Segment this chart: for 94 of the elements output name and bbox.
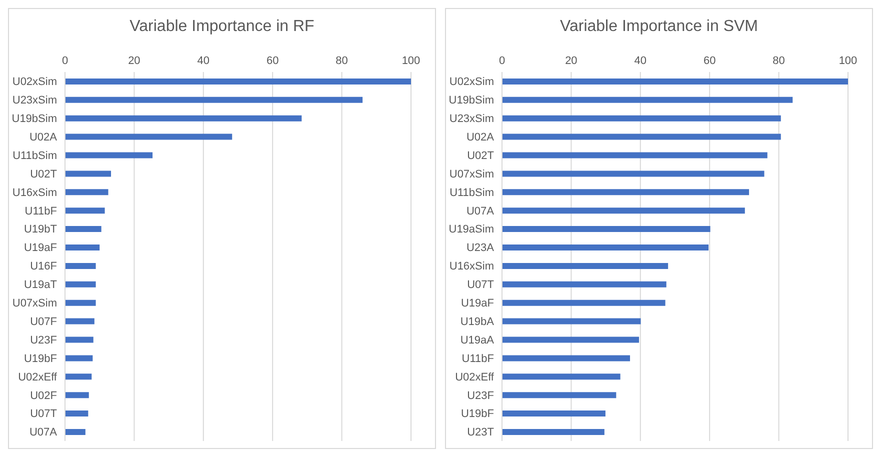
bar (502, 300, 666, 306)
bar (65, 170, 112, 177)
x-tick-label: 0 (498, 55, 506, 67)
bar (502, 78, 848, 84)
bar (502, 244, 709, 251)
bar (502, 318, 641, 324)
bar (65, 318, 94, 324)
y-tick-label: U07F (30, 316, 58, 328)
x-tick-label: 100 (838, 55, 858, 67)
y-tick-label: U02xEff (455, 371, 495, 384)
y-tick-label: U02T (30, 168, 58, 180)
y-tick-label: U19bA (460, 316, 495, 328)
x-tick-label: 100 (402, 55, 420, 67)
y-tick-label: U23F (467, 390, 494, 402)
x-tick-label: 60 (266, 55, 279, 67)
bar (502, 410, 606, 417)
bar (65, 374, 92, 380)
bar (65, 152, 153, 158)
y-tick-label: U19bT (24, 224, 58, 236)
y-tick-label: U23T (467, 426, 494, 439)
y-tick-label: U19aF (24, 242, 58, 254)
bar (502, 392, 616, 398)
y-tick-label: U23A (466, 242, 495, 254)
y-tick-label: U11bF (462, 352, 494, 365)
y-tick-label: U16F (30, 260, 58, 273)
bar (65, 392, 89, 398)
bar (502, 429, 604, 436)
x-tick-label: 80 (772, 55, 785, 67)
bar (502, 374, 620, 380)
y-tick-label: U02F (30, 390, 58, 402)
y-tick-label: U19aSim (448, 224, 494, 236)
bar (65, 208, 105, 214)
bar (65, 134, 232, 140)
bar (502, 170, 764, 177)
y-tick-label: U19bF (460, 408, 494, 420)
y-tick-label: U02xEff (18, 371, 58, 384)
y-tick-label: U02xSim (12, 76, 57, 88)
y-tick-label: U19bF (24, 352, 58, 365)
y-tick-label: U02xSim (449, 76, 494, 88)
x-tick-label: 40 (634, 55, 647, 67)
y-tick-label: U07xSim (12, 298, 57, 310)
x-tick-label: 40 (197, 55, 210, 67)
y-tick-label: U23xSim (12, 94, 57, 107)
bar (502, 152, 768, 158)
bar (65, 262, 96, 269)
y-tick-label: U02A (466, 131, 495, 144)
bar (502, 208, 745, 214)
bar (502, 281, 666, 288)
x-tick-label: 20 (128, 55, 140, 67)
y-tick-label: U02T (467, 150, 494, 162)
y-tick-label: U11bSim (12, 150, 57, 162)
chart-title: Variable Importance in SVM (558, 17, 759, 37)
bar (65, 226, 102, 232)
bar (65, 355, 93, 362)
y-tick-label: U02A (29, 131, 58, 144)
y-tick-label: U23xSim (449, 113, 494, 126)
bar (502, 115, 781, 122)
y-tick-label: U16xSim (449, 260, 494, 273)
y-tick-label: U11bSim (450, 186, 494, 199)
x-tick-label: 60 (703, 55, 716, 67)
bar (502, 355, 630, 362)
bar (502, 226, 710, 232)
bar (65, 410, 88, 417)
y-tick-label: U19aT (24, 279, 58, 292)
bar (65, 189, 108, 196)
x-tick-label: 80 (336, 55, 348, 67)
y-tick-label: U07T (30, 408, 58, 420)
bar (65, 78, 411, 84)
y-tick-label: U19aF (460, 298, 494, 310)
y-tick-label: U19bSim (12, 113, 57, 126)
y-tick-label: U19aA (460, 334, 495, 346)
y-tick-label: U19bSim (448, 94, 494, 107)
bar (502, 96, 793, 103)
x-tick-label: 0 (62, 55, 68, 67)
bar (502, 262, 668, 269)
bar (65, 96, 363, 103)
bar (65, 336, 94, 343)
bar (65, 281, 96, 288)
y-tick-label: U16xSim (12, 186, 57, 199)
y-tick-label: U07T (467, 279, 494, 292)
bar (502, 189, 750, 196)
bar (65, 300, 96, 306)
bar (65, 429, 86, 436)
y-tick-label: U07xSim (449, 168, 494, 180)
y-tick-label: U11bF (24, 205, 58, 218)
y-tick-label: U07A (29, 426, 58, 439)
bar (502, 336, 640, 343)
bar (65, 115, 302, 122)
chart-title: Variable Importance in RF (128, 17, 316, 37)
bar (502, 134, 781, 140)
y-tick-label: U23F (30, 334, 58, 346)
bar (65, 244, 100, 251)
x-tick-label: 20 (565, 55, 578, 67)
y-tick-label: U07A (466, 205, 495, 218)
